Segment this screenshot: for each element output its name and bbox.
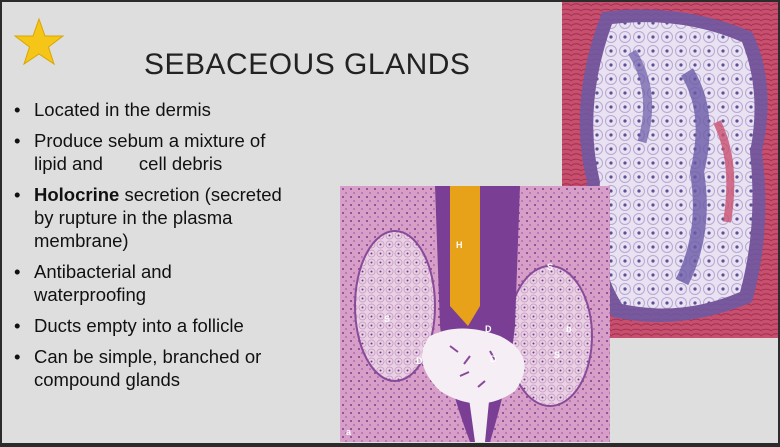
micrograph-gland-lobules: [562, 2, 778, 338]
bullet-item: Produce sebum a mixture of lipid and cell…: [14, 129, 329, 175]
bullet-text: by rupture in the plasma: [34, 207, 233, 228]
bullet-bold-term: Holocrine: [34, 184, 120, 205]
star-icon: [13, 17, 65, 66]
label-d: D: [416, 356, 423, 366]
label-h: H: [456, 240, 463, 250]
panel-letter: b: [566, 324, 572, 334]
bullet-text: waterproofing: [34, 284, 147, 305]
bullet-text: membrane): [34, 230, 129, 251]
bullet-text: Antibacterial and: [34, 261, 172, 282]
bullet-text: secretion (secreted: [119, 184, 282, 205]
bullet-text: Ducts empty into a follicle: [34, 315, 244, 336]
label-d: D: [485, 324, 492, 334]
bullet-text: Located in the dermis: [34, 99, 211, 120]
bullet-text: Can be simple, branched or: [34, 346, 262, 367]
label-s: S: [384, 314, 391, 324]
label-s: S: [554, 350, 561, 360]
label-d: D: [490, 354, 497, 364]
bullet-item: Located in the dermis: [14, 98, 329, 121]
label-s: S: [547, 262, 554, 272]
bullet-item: Antibacterial and waterproofing: [14, 260, 329, 306]
bullet-text: Produce sebum a mixture of: [34, 130, 266, 151]
micrograph-hair-follicle: H S S S D D D a b: [340, 186, 610, 442]
bullet-text: compound glands: [34, 369, 181, 390]
slide-title: SEBACEOUS GLANDS: [144, 48, 471, 81]
bullet-text: lipid and: [34, 153, 103, 174]
bullet-text: cell debris: [138, 153, 223, 174]
bullet-item: Can be simple, branched or compound glan…: [14, 345, 329, 391]
bullet-item: Ducts empty into a follicle: [14, 314, 329, 337]
panel-letter: a: [346, 427, 352, 437]
bullet-item: Holocrine secretion (secreted by rupture…: [14, 183, 329, 252]
bullet-list: Located in the dermis Produce sebum a mi…: [14, 98, 329, 399]
